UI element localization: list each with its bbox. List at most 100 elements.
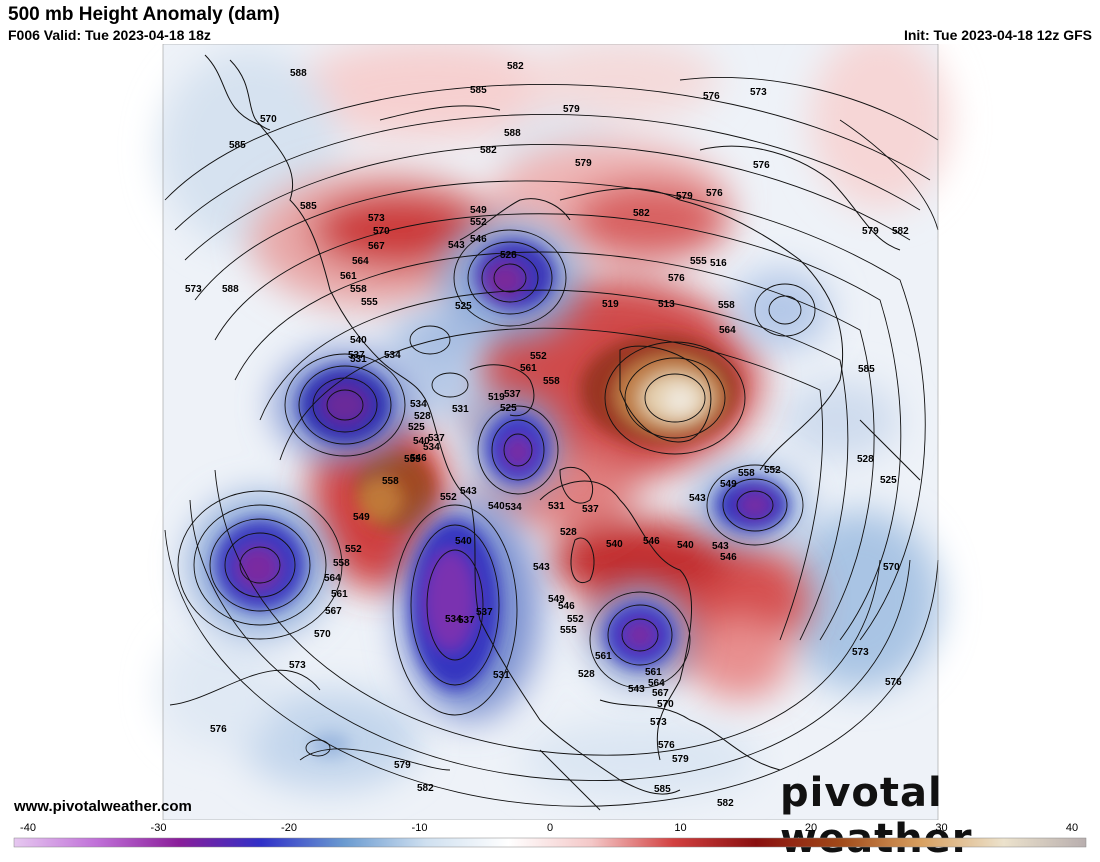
contour-label: 585 [470,85,487,96]
contour-label: 543 [628,684,645,695]
contour-label: 567 [325,606,342,617]
contour-label: 561 [340,271,357,282]
contour-labels: 588 585 582 579 576 573 570 588 585 582 579 576 573 5… [185,61,909,809]
contour-label: 579 [672,754,689,765]
colorbar-tick-label: -40 [20,822,36,834]
contour-label: 546 [558,601,575,612]
contour-label: 516 [710,258,727,269]
contour-label: 531 [452,404,469,415]
contour-label: 552 [440,492,457,503]
colorbar-tick-label: 40 [1066,822,1078,834]
contour-label: 576 [210,724,227,735]
contour-label: 543 [533,562,550,573]
contour-label: 531 [350,354,367,365]
contour-label: 525 [408,422,425,433]
contour-label: 537 [348,350,365,361]
contour-label: 531 [493,670,510,681]
contour-label: 576 [668,273,685,284]
valid-time: F006 Valid: Tue 2023-04-18 18z [8,27,211,43]
contour-label: 588 [290,68,307,79]
contour-label: 558 [543,376,560,387]
contour-label: 585 [654,784,671,795]
contour-label: 582 [892,226,909,237]
colorbar: -40 -30 -20 -10 0 10 20 30 40 [13,822,1087,848]
contour-label: 552 [530,351,547,362]
contour-label: 528 [560,527,577,538]
contour-label: 528 [500,250,517,261]
contour-label: 564 [648,678,665,689]
contour-label: 570 [373,226,390,237]
contour-label: 552 [345,544,362,555]
contour-label: 543 [448,240,465,251]
contour-label: 534 [423,442,440,453]
colorbar-tick-label: -30 [151,822,167,834]
colorbar-tick-label: 10 [674,822,686,834]
contour-label: 540 [350,335,367,346]
contour-label: 552 [470,217,487,228]
contour-label: 540 [455,536,472,547]
contour-label: 537 [504,389,521,400]
contour-label: 525 [880,475,897,486]
contour-label: 582 [717,798,734,809]
contour-label: 579 [862,226,879,237]
contour-label: 558 [382,476,399,487]
contour-label: 552 [567,614,584,625]
contour-label: 537 [582,504,599,515]
contour-label: 567 [652,688,669,699]
contour-label: 585 [300,201,317,212]
contour-label: 555 [361,297,378,308]
contour-label: 558 [350,284,367,295]
contour-label: 561 [645,667,662,678]
contour-label: 576 [753,160,770,171]
contour-label: 570 [657,699,674,710]
colorbar-tick-label: 30 [935,822,947,834]
contour-label: 534 [505,502,522,513]
contour-label: 579 [394,760,411,771]
coastlines [204,54,921,811]
contour-label: 525 [500,403,517,414]
contour-label: 573 [289,660,306,671]
contour-label: 543 [460,486,477,497]
contour-label: 549 [548,594,565,605]
contour-label: 513 [658,299,675,310]
contour-label: 546 [643,536,660,547]
colorbar-tick-label: 20 [805,822,817,834]
contour-label: 552 [764,465,781,476]
contour-label: 588 [504,128,521,139]
contour-label: 558 [738,468,755,479]
contour-label: 549 [720,479,737,490]
contour-label: 582 [507,61,524,72]
height-anomaly-map: 588 585 582 579 576 573 570 588 585 582 579 576 573 5… [0,44,1100,820]
contour-label: 576 [703,91,720,102]
contour-label: 564 [719,325,736,336]
height-contours [164,77,939,807]
contour-label: 537 [476,607,493,618]
contour-label: 546 [470,234,487,245]
init-time: Init: Tue 2023-04-18 12z GFS [903,27,1092,43]
contour-label: 555 [404,454,421,465]
contour-label: 585 [229,140,246,151]
contour-label: 573 [368,213,385,224]
contour-label: 537 [458,615,475,626]
contour-label: 579 [676,191,693,202]
contour-label: 558 [333,558,350,569]
contour-label: 537 [428,433,445,444]
contour-label: 582 [633,208,650,219]
colorbar-gradient [13,837,1087,848]
contour-label: 558 [718,300,735,311]
contour-label: 561 [520,363,537,374]
contour-label: 582 [417,783,434,794]
contour-label: 528 [578,669,595,680]
contour-label: 564 [352,256,369,267]
contour-label: 546 [720,552,737,563]
contour-label: 588 [222,284,239,295]
contour-label: 534 [445,614,462,625]
contour-label: 531 [548,501,565,512]
contour-label: 546 [410,453,427,464]
contour-label: 540 [413,436,430,447]
contour-label: 540 [488,501,505,512]
contour-label: 576 [706,188,723,199]
colorbar-tick-label: -10 [412,822,428,834]
contour-label: 534 [410,399,427,410]
contour-label: 555 [560,625,577,636]
